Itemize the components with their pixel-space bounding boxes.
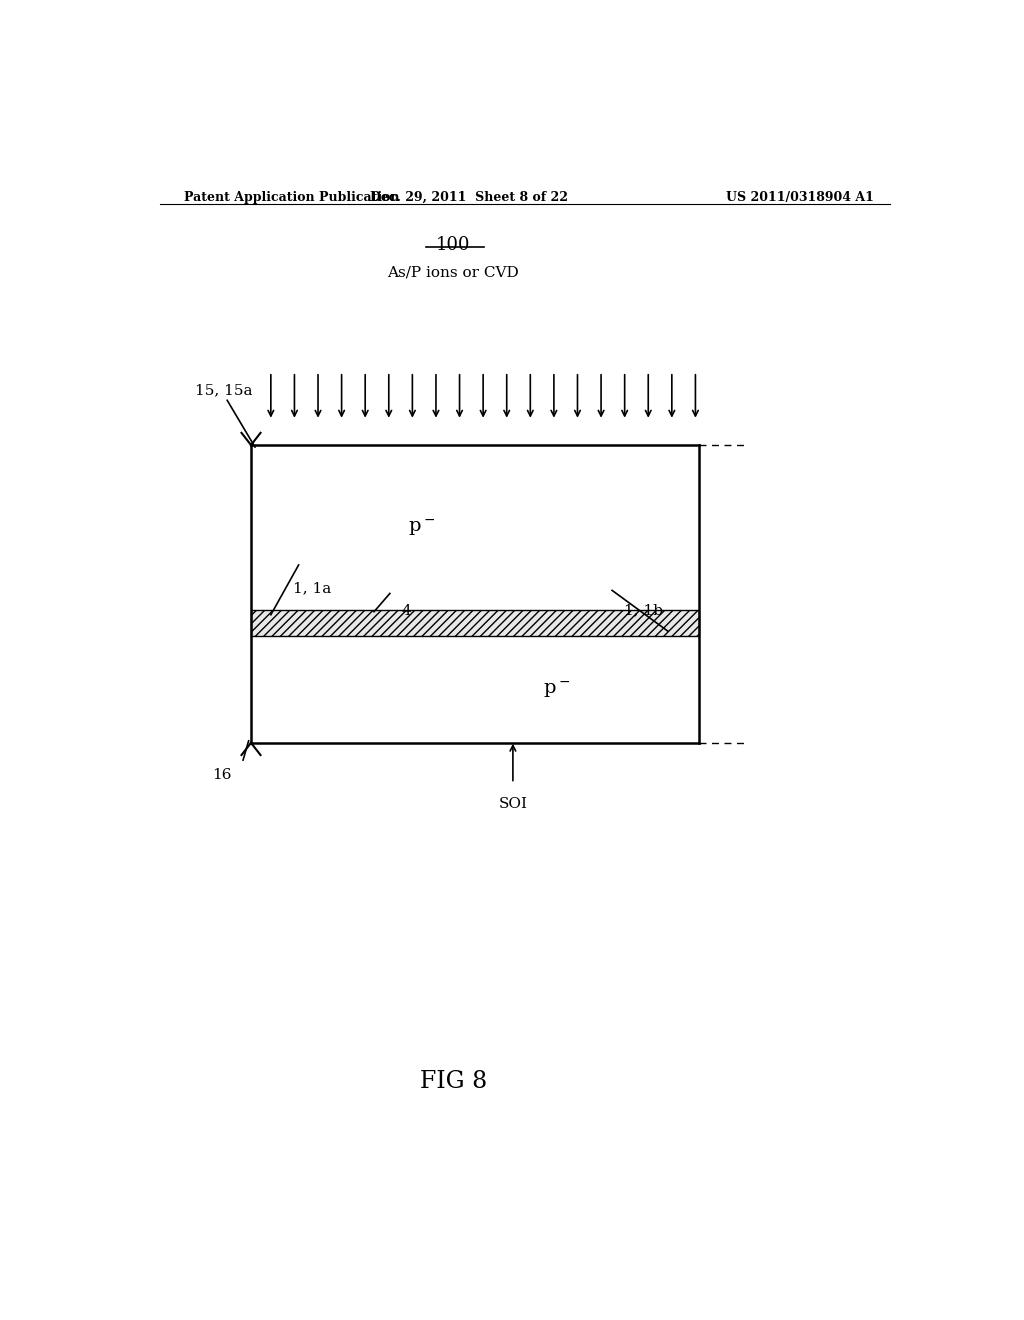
Text: FIG 8: FIG 8	[420, 1069, 487, 1093]
Text: 1, 1a: 1, 1a	[293, 581, 331, 595]
Text: 15, 15a: 15, 15a	[196, 383, 253, 397]
Text: Dec. 29, 2011  Sheet 8 of 22: Dec. 29, 2011 Sheet 8 of 22	[371, 191, 568, 203]
Text: 1, 1b: 1, 1b	[624, 603, 663, 618]
Text: Patent Application Publication: Patent Application Publication	[183, 191, 399, 203]
Text: p$^-$: p$^-$	[408, 517, 435, 537]
Text: 16: 16	[212, 768, 231, 783]
Text: p$^-$: p$^-$	[543, 678, 570, 700]
Text: 100: 100	[436, 236, 471, 253]
Text: As/P ions or CVD: As/P ions or CVD	[387, 265, 519, 279]
Text: 4: 4	[401, 603, 412, 618]
Text: SOI: SOI	[499, 797, 527, 810]
Bar	[251, 610, 699, 636]
Text: US 2011/0318904 A1: US 2011/0318904 A1	[726, 191, 873, 203]
